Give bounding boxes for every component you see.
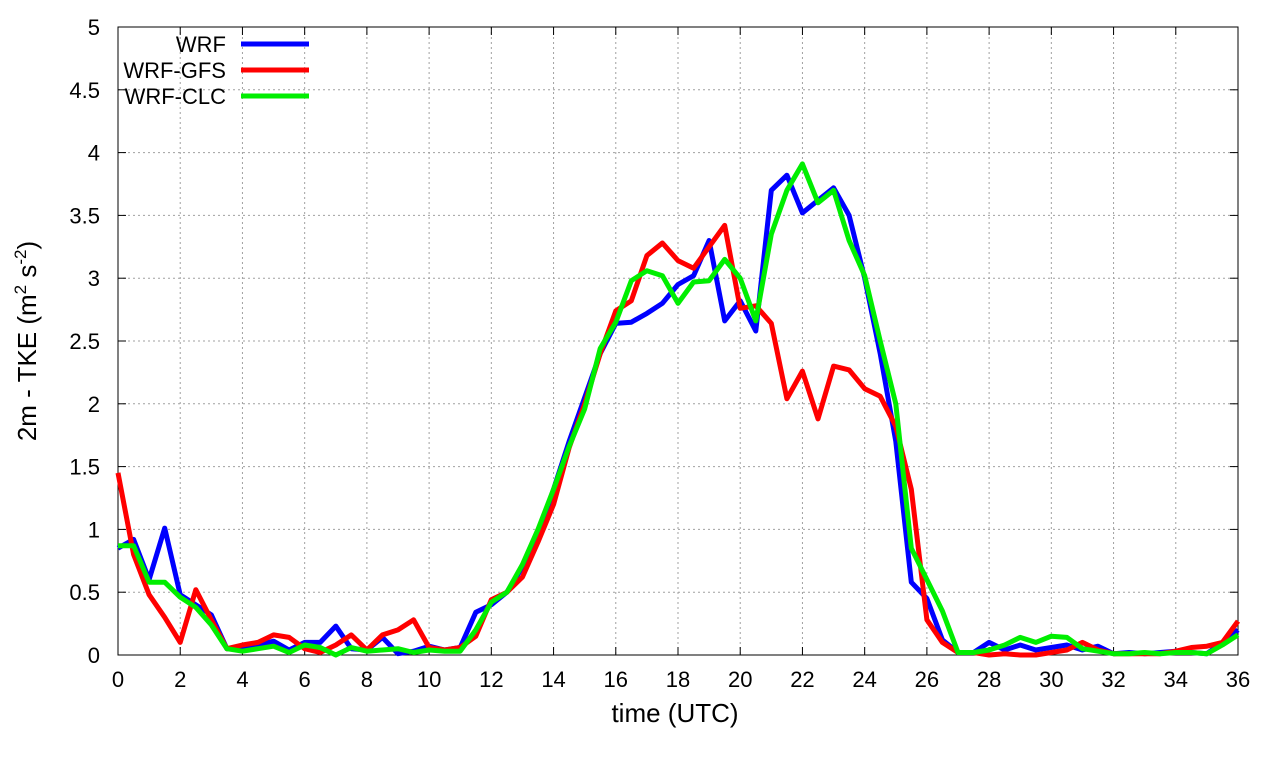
y-tick-label: 1 bbox=[88, 517, 100, 542]
x-tick-label: 26 bbox=[915, 667, 939, 692]
y-axis-title-suffix: ) bbox=[12, 241, 42, 250]
legend-label: WRF bbox=[176, 32, 226, 57]
y-tick-label: 0 bbox=[88, 643, 100, 668]
x-tick-label: 28 bbox=[977, 667, 1001, 692]
x-tick-label: 24 bbox=[852, 667, 876, 692]
y-axis-title-prefix: 2m - TKE (m bbox=[12, 294, 42, 441]
x-tick-label: 14 bbox=[541, 667, 565, 692]
y-tick-label: 4 bbox=[88, 141, 100, 166]
x-tick-label: 20 bbox=[728, 667, 752, 692]
series-line-wrf-clc bbox=[118, 161, 1240, 658]
series-line-wrf bbox=[116, 172, 1240, 657]
x-tick-label: 34 bbox=[1164, 667, 1188, 692]
legend-label: WRF-GFS bbox=[123, 58, 226, 83]
series-lines bbox=[115, 161, 1241, 658]
y-tick-label: 1.5 bbox=[69, 455, 100, 480]
y-tick-label: 3 bbox=[88, 266, 100, 291]
x-tick-label: 16 bbox=[604, 667, 628, 692]
y-axis-ticks: 0 0.5 1 1.5 2 2.5 3 3.5 4 4.5 5 bbox=[69, 15, 1238, 668]
x-tick-label: 12 bbox=[479, 667, 503, 692]
y-tick-label: 3.5 bbox=[69, 203, 100, 228]
x-axis-title: time (UTC) bbox=[611, 698, 738, 728]
y-tick-label: 4.5 bbox=[69, 78, 100, 103]
grid bbox=[118, 27, 1238, 655]
x-tick-label: 6 bbox=[299, 667, 311, 692]
x-tick-label: 10 bbox=[417, 667, 441, 692]
x-tick-label: 36 bbox=[1226, 667, 1250, 692]
x-tick-label: 8 bbox=[361, 667, 373, 692]
x-tick-label: 22 bbox=[790, 667, 814, 692]
x-tick-label: 0 bbox=[112, 667, 124, 692]
y-tick-label: 5 bbox=[88, 15, 100, 40]
x-tick-label: 30 bbox=[1039, 667, 1063, 692]
y-tick-label: 0.5 bbox=[69, 580, 100, 605]
y-axis-title: 2m - TKE (m2 s-2) bbox=[11, 241, 42, 441]
y-tick-label: 2 bbox=[88, 392, 100, 417]
y-axis-title-sup2: -2 bbox=[11, 249, 30, 264]
legend-label: WRF-CLC bbox=[125, 84, 227, 109]
y-axis-title-mid: s bbox=[12, 265, 42, 285]
x-tick-label: 4 bbox=[236, 667, 248, 692]
x-tick-label: 32 bbox=[1101, 667, 1125, 692]
x-tick-label: 2 bbox=[174, 667, 186, 692]
series-line-wrf-gfs bbox=[115, 222, 1241, 658]
x-tick-label: 18 bbox=[666, 667, 690, 692]
y-tick-label: 2.5 bbox=[69, 329, 100, 354]
y-axis-title-sup1: 2 bbox=[11, 285, 30, 294]
